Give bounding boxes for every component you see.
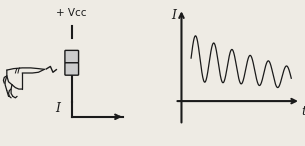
Text: t: t [301,105,305,118]
Text: I: I [171,9,176,22]
FancyBboxPatch shape [65,63,79,75]
Text: + Vcc: + Vcc [56,8,87,18]
Text: I: I [56,101,61,115]
FancyBboxPatch shape [65,50,79,63]
